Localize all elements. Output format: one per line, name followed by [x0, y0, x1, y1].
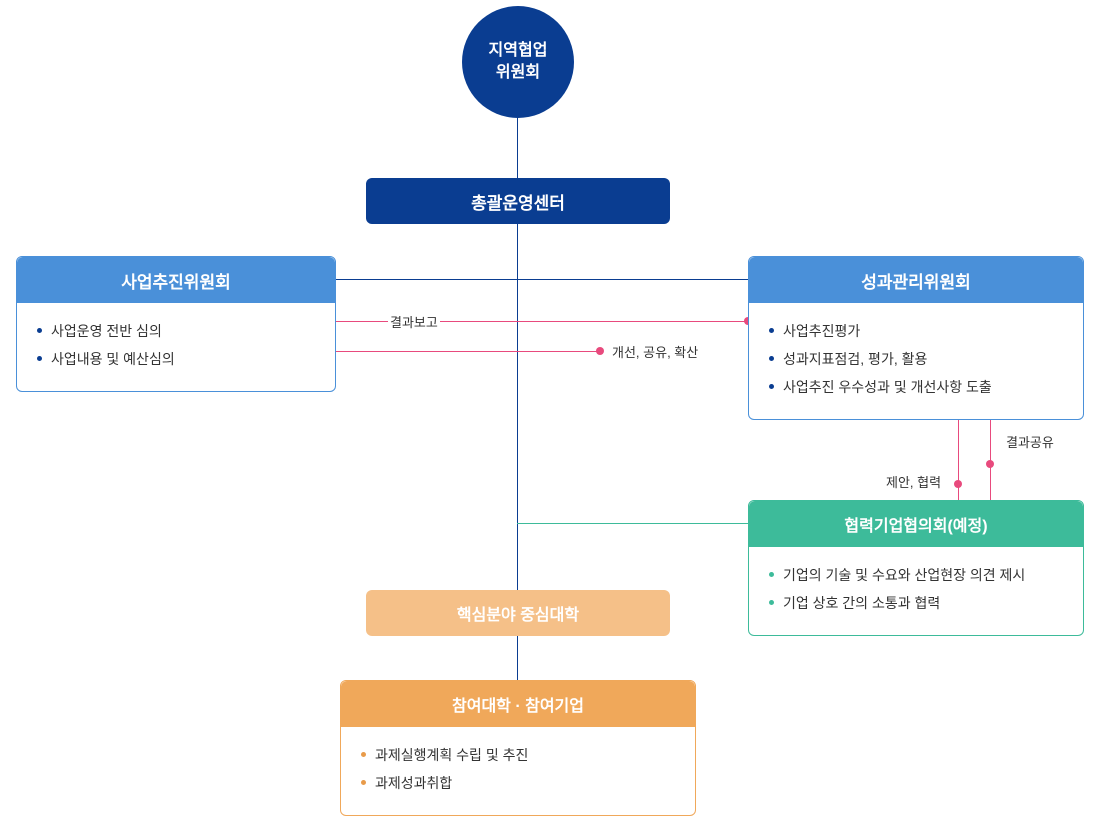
list-item: 사업내용 및 예산심의 — [37, 349, 315, 369]
teal-box-body: 기업의 기술 및 수요와 산업현장 의견 제시 기업 상호 간의 소통과 협력 — [749, 547, 1083, 639]
list-item: 과제성과취합 — [361, 773, 675, 793]
node-top-circle: 지역협업 위원회 — [462, 6, 574, 118]
node-orange-header: 핵심분야 중심대학 — [366, 590, 670, 636]
list-item: 사업추진 우수성과 및 개선사항 도출 — [769, 377, 1063, 397]
list-item: 기업 상호 간의 소통과 협력 — [769, 593, 1063, 613]
list-item: 기업의 기술 및 수요와 산업현장 의견 제시 — [769, 565, 1063, 585]
left-box-header: 사업추진위원회 — [17, 257, 335, 303]
label-propose-coop: 제안, 협력 — [884, 472, 943, 491]
list-item: 과제실행계획 수립 및 추진 — [361, 745, 675, 765]
pink-dot — [596, 347, 604, 355]
edge — [517, 523, 748, 524]
list-item: 사업추진평가 — [769, 321, 1063, 341]
edge — [517, 118, 518, 178]
node-right-box: 성과관리위원회 사업추진평가 성과지표점검, 평가, 활용 사업추진 우수성과 … — [748, 256, 1084, 420]
label-result-share: 결과공유 — [1004, 432, 1056, 451]
pink-dot — [986, 460, 994, 468]
right-box-header: 성과관리위원회 — [749, 257, 1083, 303]
edge — [336, 279, 518, 280]
org-diagram: 결과보고 개선, 공유, 확산 결과공유 제안, 협력 지역협업 위원회 총괄운… — [0, 0, 1103, 828]
orange-box-body: 과제실행계획 수립 및 추진 과제성과취합 — [341, 727, 695, 819]
label-improve-share: 개선, 공유, 확산 — [610, 342, 700, 361]
node-left-box: 사업추진위원회 사업운영 전반 심의 사업내용 및 예산심의 — [16, 256, 336, 392]
list-item: 사업운영 전반 심의 — [37, 321, 315, 341]
pink-edge — [958, 420, 959, 500]
edge — [517, 636, 518, 680]
node-teal-box: 협력기업협의회(예정) 기업의 기술 및 수요와 산업현장 의견 제시 기업 상… — [748, 500, 1084, 636]
node-orange-box: 참여대학 · 참여기업 과제실행계획 수립 및 추진 과제성과취합 — [340, 680, 696, 816]
edge — [517, 279, 748, 280]
left-box-body: 사업운영 전반 심의 사업내용 및 예산심의 — [17, 303, 335, 395]
teal-box-header: 협력기업협의회(예정) — [749, 501, 1083, 547]
orange-box-header: 참여대학 · 참여기업 — [341, 681, 695, 727]
pink-dot — [954, 480, 962, 488]
list-item: 성과지표점검, 평가, 활용 — [769, 349, 1063, 369]
node-center-header: 총괄운영센터 — [366, 178, 670, 224]
pink-edge — [336, 351, 600, 352]
right-box-body: 사업추진평가 성과지표점검, 평가, 활용 사업추진 우수성과 및 개선사항 도… — [749, 303, 1083, 423]
label-result-report: 결과보고 — [388, 312, 440, 331]
